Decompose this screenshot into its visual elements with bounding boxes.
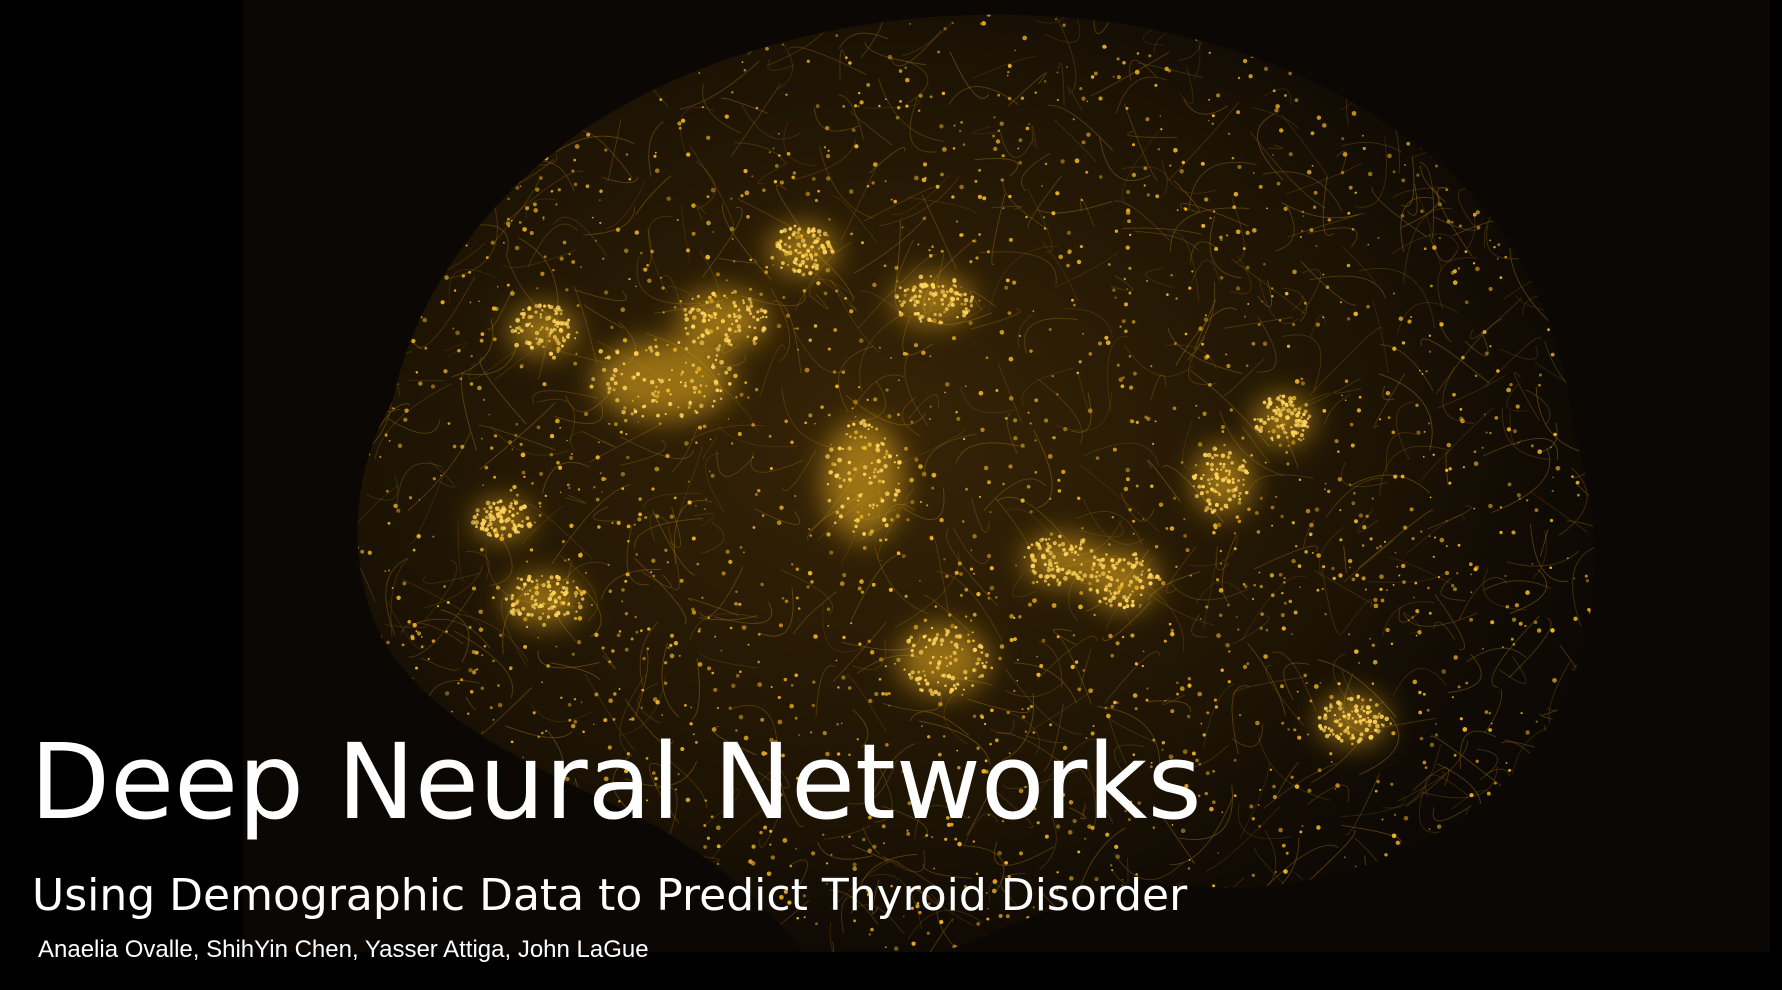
slide-title: Deep Neural Networks: [30, 721, 1202, 843]
neural-network-brain-image: [357, 14, 1595, 952]
slide-authors: Anaelia Ovalle, ShihYin Chen, Yasser Att…: [38, 936, 649, 963]
brain-silhouette: [357, 14, 1595, 952]
slide-subtitle: Using Demographic Data to Predict Thyroi…: [32, 870, 1188, 921]
background-image-panel: [243, 0, 1770, 952]
